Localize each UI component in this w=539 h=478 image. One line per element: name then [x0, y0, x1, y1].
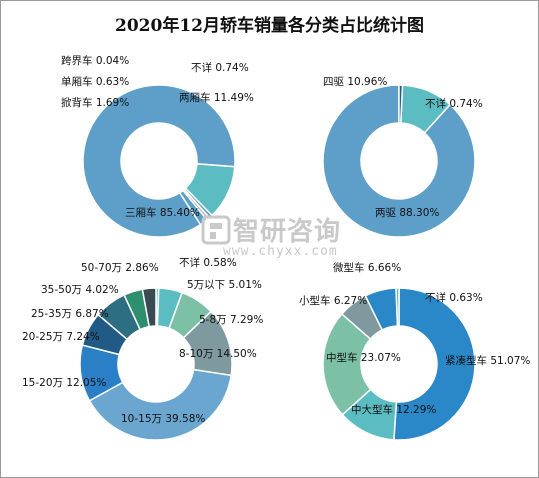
- slice-不详: [398, 84, 404, 124]
- watermark-name: 智研咨询: [233, 217, 342, 247]
- data-label-50-70万: 50-70万 2.86%: [81, 262, 159, 274]
- donut-chart-3: 售价区间 不详 0.58% 5万以下 5.01% 5-8万 7.29% 8-10万 14…: [22, 256, 263, 441]
- data-label-不详: 不详 0.74%: [191, 61, 249, 74]
- donut-chart-4: 细分市场 紧凑型车 51.07% 中大型车 12.29% 中型车 23.07% 小型车 …: [299, 261, 530, 441]
- donut-center-label: 售价区间: [124, 355, 188, 374]
- data-label-15-20万: 15-20万 12.05%: [22, 377, 106, 389]
- data-label-20-25万: 20-25万 7.24%: [22, 331, 100, 343]
- donut-center-label: 细分市场: [367, 355, 431, 374]
- watermark-url: www.chyxx.com: [223, 244, 338, 259]
- slice-三厢车: [82, 84, 236, 238]
- donut-center-label: 驱动方式: [367, 152, 431, 171]
- slice-中型车: [322, 312, 372, 416]
- data-label-中大型车: 中大型车 12.29%: [351, 403, 436, 416]
- slice-两驱: [322, 84, 476, 238]
- slice-10-15万: [88, 368, 233, 441]
- data-label-25-35万: 25-35万 6.87%: [31, 308, 109, 320]
- data-label-掀背车: 掀背车 1.69%: [61, 96, 129, 109]
- data-label-三厢车: 三厢车 85.40%: [125, 206, 200, 219]
- data-label-微型车: 微型车 6.66%: [333, 261, 401, 274]
- data-label-不详: 不详 0.63%: [425, 291, 483, 304]
- donut-center-label: 车身结构: [127, 152, 191, 171]
- data-label-两厢车: 两厢车 11.49%: [179, 91, 254, 104]
- slice-紧凑型车: [393, 287, 476, 441]
- slice-不详: [395, 287, 400, 327]
- data-label-小型车: 小型车 6.27%: [299, 294, 367, 307]
- data-label-两驱: 两驱 88.30%: [375, 207, 439, 219]
- data-label-不详: 不详 0.74%: [425, 97, 483, 110]
- data-label-单厢车: 单厢车 0.63%: [61, 75, 129, 88]
- data-label-5-8万: 5-8万 7.29%: [199, 314, 263, 326]
- data-label-8-10万: 8-10万 14.50%: [179, 348, 257, 360]
- data-label-10-15万: 10-15万 39.58%: [121, 413, 205, 425]
- chart-title: 2020年12月轿车销量各分类占比统计图: [115, 16, 424, 36]
- data-label-紧凑型车: 紧凑型车 51.07%: [445, 354, 530, 367]
- data-label-四驱: 四驱 10.96%: [323, 76, 387, 88]
- slice-两厢车: [184, 163, 236, 217]
- data-label-跨界车: 跨界车 0.04%: [61, 54, 129, 67]
- data-label-不详: 不详 0.58%: [179, 256, 237, 269]
- watermark: 智研咨询 www.chyxx.com: [201, 211, 351, 267]
- slice-50-70万: [141, 287, 157, 328]
- data-label-中型车: 中型车 23.07%: [326, 351, 401, 364]
- watermark-logo-icon: [201, 215, 231, 245]
- data-label-5万以下: 5万以下 5.01%: [187, 279, 262, 291]
- slice-四驱: [399, 84, 452, 134]
- data-label-35-50万: 35-50万 4.02%: [41, 284, 119, 296]
